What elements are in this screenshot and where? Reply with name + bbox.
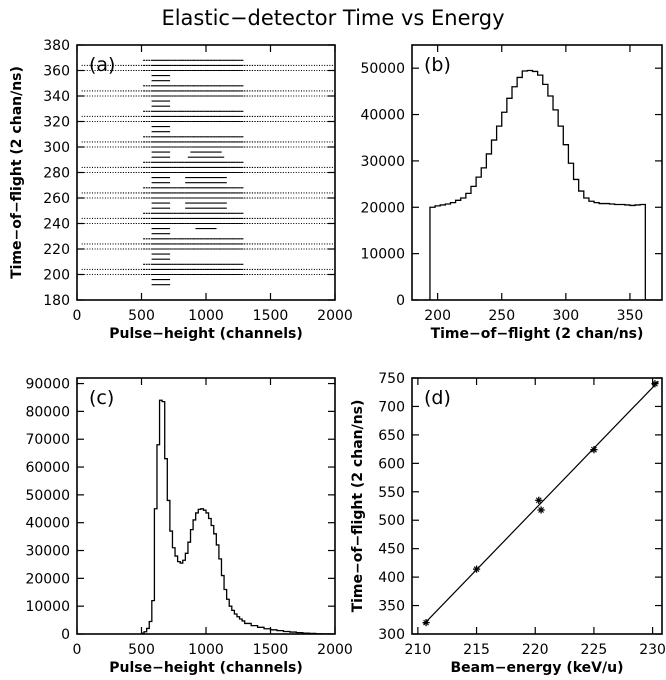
y-axis-label-d: Time−of−flight (2 chan/ns) [350,400,366,613]
chart-title: Elastic−detector Time vs Energy [161,6,505,30]
axes-frame-d [411,377,663,635]
y-tick-label: 750 [378,371,405,387]
x-tick-label: 225 [581,642,608,658]
y-tick-label: 20000 [25,571,70,587]
y-tick-label: 220 [43,242,70,258]
x-tick-label: 200 [424,308,451,324]
y-tick-label: 320 [43,115,70,131]
data-point-0 [422,619,430,627]
x-tick-label: 2000 [317,308,353,324]
axes-frame-c [76,377,336,635]
y-tick-label: 300 [43,140,70,156]
y-tick-label: 0 [61,627,70,643]
y-tick-label: 50000 [360,61,405,77]
y-tick-label: 30000 [360,154,405,170]
y-tick-label: 380 [43,38,70,54]
x-tick-label: 500 [128,308,155,324]
y-tick-label: 340 [43,89,70,105]
y-tick-label: 180 [43,293,70,309]
x-tick-label: 300 [552,308,579,324]
panel-label-d: (d) [424,387,451,409]
plot-area-c [140,399,335,634]
x-tick-label: 500 [128,642,155,658]
x-axis-label-c: Pulse−height (channels) [109,660,302,676]
x-tick-label: 2000 [317,642,353,658]
y-tick-label: 10000 [25,599,70,615]
x-tick-label: 250 [488,308,515,324]
panel-label-b: (b) [424,54,451,76]
y-tick-label: 350 [378,599,405,615]
x-axis-label-b: Time−of−flight (2 chan/ns) [431,326,644,342]
x-tick-label: 1000 [188,642,224,658]
axes-frame-b [411,44,663,301]
x-tick-label: 220 [522,642,549,658]
y-tick-label: 30000 [25,544,70,560]
y-tick-label: 300 [378,627,405,643]
y-tick-label: 40000 [25,516,70,532]
y-tick-label: 360 [43,64,70,80]
x-tick-label: 0 [73,642,82,658]
y-tick-label: 40000 [360,108,405,124]
x-tick-label: 215 [463,642,490,658]
y-tick-label: 550 [378,485,405,501]
y-tick-label: 280 [43,166,70,182]
y-tick-label: 400 [378,570,405,586]
histogram-line-c [140,399,335,634]
y-tick-label: 450 [378,542,405,558]
y-tick-label: 260 [43,191,70,207]
y-tick-label: 70000 [25,432,70,448]
data-point-2 [535,496,543,504]
y-tick-label: 0 [396,293,405,309]
x-tick-label: 1500 [253,308,289,324]
x-tick-label: 350 [617,308,644,324]
plot-area-d [422,380,659,627]
x-tick-label: 230 [639,642,666,658]
data-point-4 [590,446,598,454]
x-axis-label-d: Beam−energy (keV/u) [451,660,624,676]
y-tick-label: 200 [43,268,70,284]
panel-b: 200 250 300 350 0 10000 20000 30000 40000 50000 (b… [360,44,663,342]
y-tick-label: 10000 [360,247,405,263]
y-tick-label: 650 [378,428,405,444]
x-axis-label-a: Pulse−height (channels) [109,326,302,342]
x-tick-label: 1500 [253,642,289,658]
y-tick-label: 700 [378,399,405,415]
y-tick-label: 80000 [25,404,70,420]
panel-d: 210 215 220 225 230 300 350 400 450 500 550 600 650 7… [350,371,666,676]
x-tick-label: 0 [73,308,82,324]
x-tick-label: 210 [405,642,432,658]
y-tick-label: 20000 [360,200,405,216]
data-point-1 [472,565,481,573]
y-tick-label: 500 [378,513,405,529]
panel-label-c: (c) [89,387,114,409]
y-tick-label: 600 [378,456,405,472]
x-tick-label: 1000 [188,308,224,324]
plot-area-a [81,59,333,286]
panel-c: 0 500 1000 1500 2000010000200003000040000500… [25,377,352,676]
y-axis-label-a: Time−of−flight (2 chan/ns) [9,66,25,279]
plot-area-b [424,69,656,300]
panel-a: 0 500 1000 1500 2000 180 200 220 240 260 280 300 320… [9,38,353,342]
panel-label-a: (a) [89,54,115,76]
y-tick-label: 240 [43,217,70,233]
y-tick-label: 90000 [25,377,70,393]
y-tick-label: 50000 [25,488,70,504]
scatter-bins-a [81,59,333,286]
y-tick-label: 60000 [25,460,70,476]
histogram-line-b [424,69,656,300]
data-point-3 [537,506,545,514]
